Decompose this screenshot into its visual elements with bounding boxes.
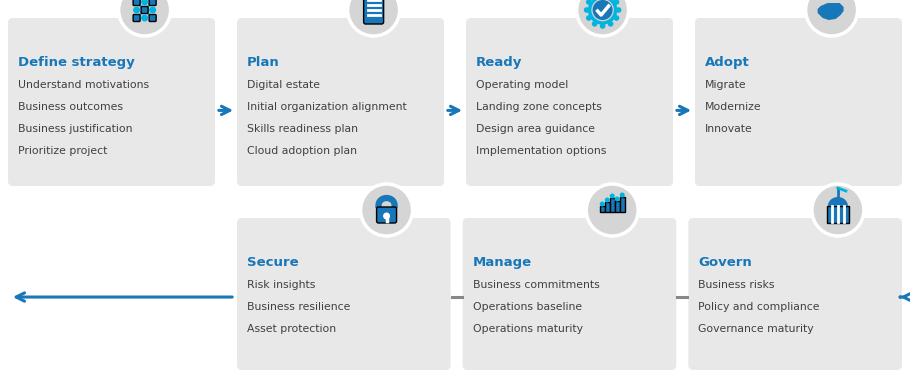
Text: Prioritize project: Prioritize project [18, 146, 107, 156]
Text: Innovate: Innovate [705, 124, 753, 134]
Text: Landing zone concepts: Landing zone concepts [476, 102, 602, 112]
Text: Operations maturity: Operations maturity [472, 324, 582, 334]
FancyBboxPatch shape [600, 206, 605, 212]
FancyBboxPatch shape [8, 18, 215, 186]
FancyBboxPatch shape [237, 218, 450, 370]
Text: Digital estate: Digital estate [247, 80, 320, 90]
Circle shape [615, 196, 620, 201]
Text: Skills readiness plan: Skills readiness plan [247, 124, 358, 134]
FancyBboxPatch shape [615, 201, 620, 212]
Text: Risk insights: Risk insights [247, 280, 316, 290]
Circle shape [149, 7, 157, 14]
Circle shape [812, 184, 864, 236]
Text: Adopt: Adopt [705, 56, 750, 69]
Circle shape [610, 193, 615, 198]
Text: Business risks: Business risks [698, 280, 774, 290]
FancyBboxPatch shape [827, 206, 849, 223]
Circle shape [605, 198, 610, 203]
Circle shape [348, 0, 399, 36]
Circle shape [600, 23, 605, 29]
FancyBboxPatch shape [620, 197, 625, 212]
Polygon shape [828, 197, 848, 206]
Circle shape [118, 0, 170, 36]
Text: Govern: Govern [698, 256, 752, 269]
FancyBboxPatch shape [462, 218, 676, 370]
FancyBboxPatch shape [466, 18, 673, 186]
Text: Understand motivations: Understand motivations [18, 80, 149, 90]
FancyBboxPatch shape [688, 218, 902, 370]
FancyBboxPatch shape [377, 207, 397, 223]
Text: Business commitments: Business commitments [472, 280, 600, 290]
Circle shape [613, 0, 620, 5]
Circle shape [608, 21, 613, 27]
Text: Manage: Manage [472, 256, 531, 269]
FancyBboxPatch shape [149, 0, 157, 5]
Text: Secure: Secure [247, 256, 298, 269]
Polygon shape [817, 3, 844, 20]
Text: Business resilience: Business resilience [247, 302, 350, 312]
Circle shape [586, 0, 592, 5]
FancyBboxPatch shape [133, 0, 140, 5]
Text: Define strategy: Define strategy [18, 56, 135, 69]
Circle shape [805, 0, 857, 36]
Circle shape [592, 21, 598, 27]
Text: Operations baseline: Operations baseline [472, 302, 581, 312]
Circle shape [620, 193, 625, 198]
FancyBboxPatch shape [141, 7, 148, 14]
Text: Policy and compliance: Policy and compliance [698, 302, 820, 312]
FancyBboxPatch shape [364, 0, 384, 24]
Text: Governance maturity: Governance maturity [698, 324, 814, 334]
Circle shape [577, 0, 629, 36]
FancyBboxPatch shape [237, 18, 444, 186]
Circle shape [141, 0, 148, 5]
Circle shape [360, 184, 412, 236]
FancyBboxPatch shape [133, 15, 140, 22]
Text: Ready: Ready [476, 56, 522, 69]
Text: Implementation options: Implementation options [476, 146, 606, 156]
Circle shape [141, 15, 148, 22]
Text: Cloud adoption plan: Cloud adoption plan [247, 146, 357, 156]
FancyBboxPatch shape [695, 18, 902, 186]
Text: Design area guidance: Design area guidance [476, 124, 595, 134]
FancyBboxPatch shape [149, 15, 157, 22]
Circle shape [600, 201, 605, 207]
Text: Modernize: Modernize [705, 102, 762, 112]
FancyBboxPatch shape [605, 202, 610, 212]
Text: Migrate: Migrate [705, 80, 746, 90]
Circle shape [584, 7, 590, 13]
Circle shape [616, 7, 622, 13]
FancyBboxPatch shape [610, 198, 615, 212]
Text: Initial organization alignment: Initial organization alignment [247, 102, 407, 112]
Text: Asset protection: Asset protection [247, 324, 336, 334]
Circle shape [133, 7, 140, 14]
Circle shape [586, 184, 638, 236]
Circle shape [613, 15, 620, 21]
Text: Business outcomes: Business outcomes [18, 102, 123, 112]
Circle shape [586, 15, 592, 21]
Text: Operating model: Operating model [476, 80, 568, 90]
Circle shape [592, 0, 612, 20]
Text: Plan: Plan [247, 56, 279, 69]
Text: Business justification: Business justification [18, 124, 133, 134]
Circle shape [383, 213, 390, 220]
